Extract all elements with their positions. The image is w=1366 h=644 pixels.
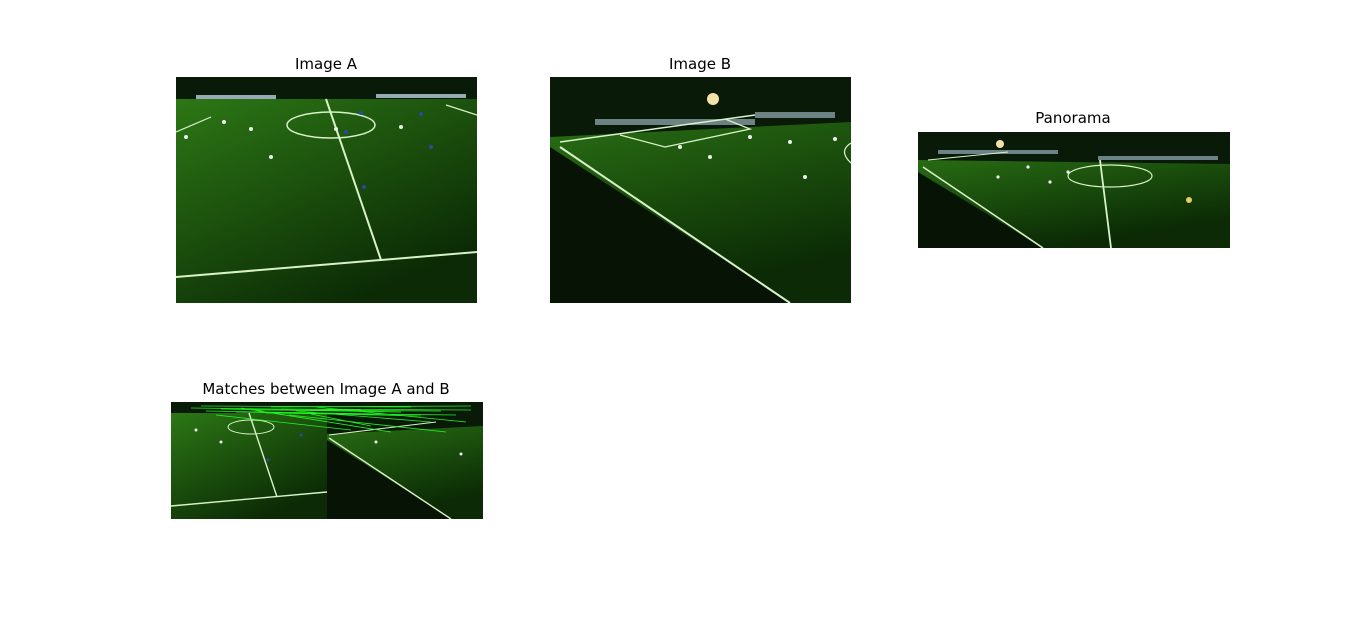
panorama xyxy=(918,132,1230,248)
pitch xyxy=(176,77,477,303)
center-circle xyxy=(286,111,376,139)
matches-image xyxy=(171,402,483,519)
players-blue xyxy=(344,111,433,189)
match-lines xyxy=(190,405,472,433)
image-b xyxy=(550,77,851,303)
touchline xyxy=(559,146,791,303)
halfway-line xyxy=(325,98,382,261)
image-b-title: Image B xyxy=(668,55,732,73)
players xyxy=(184,120,403,159)
image-a xyxy=(176,77,477,303)
penalty-box xyxy=(619,118,753,148)
matches-title: Matches between Image A and B xyxy=(202,380,450,398)
panorama-title: Panorama xyxy=(1035,109,1111,127)
lower-stands xyxy=(550,147,790,303)
image-a-title: Image A xyxy=(294,55,358,73)
players xyxy=(678,135,837,179)
stands xyxy=(176,77,477,99)
touchline xyxy=(176,251,477,278)
